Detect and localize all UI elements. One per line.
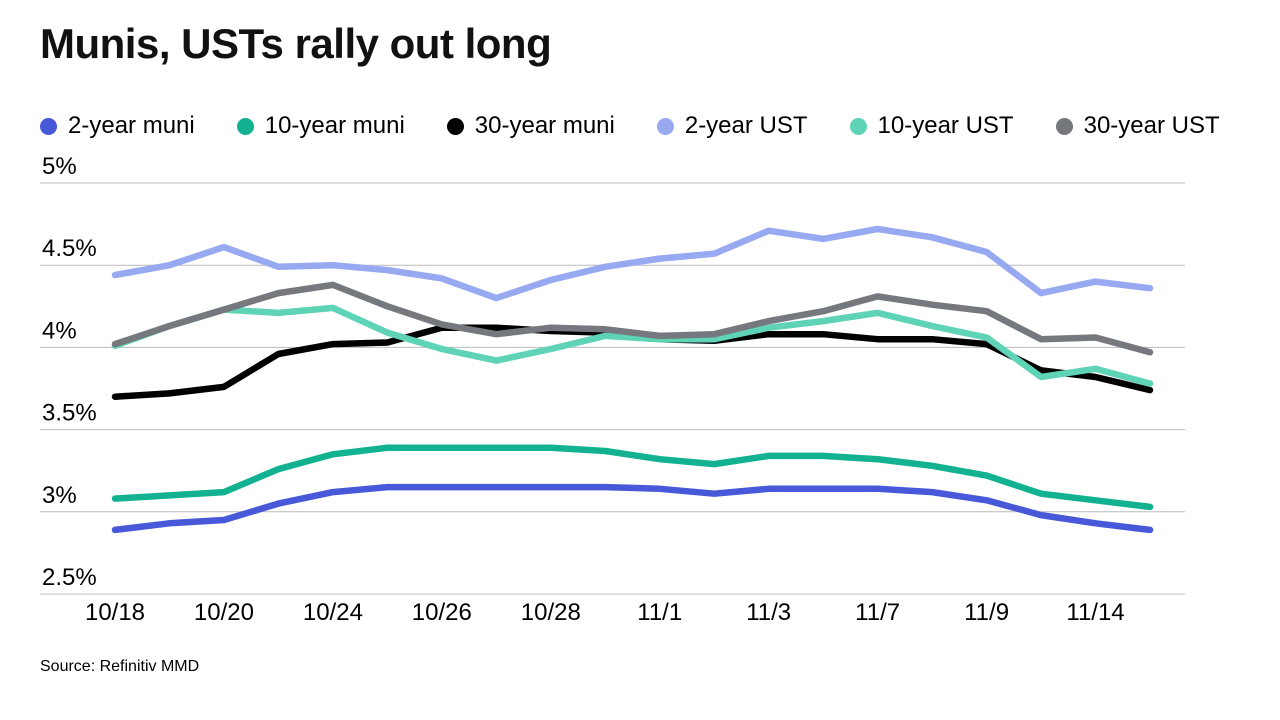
chart-title: Munis, USTs rally out long bbox=[40, 20, 552, 67]
legend-item-10-year-ust: 10-year UST bbox=[849, 112, 1014, 140]
x-axis-label-11-1: 11/1 bbox=[637, 599, 682, 626]
legend-dot-2-year-muni bbox=[40, 117, 57, 135]
x-axis-label-10-18: 10/18 bbox=[85, 599, 145, 626]
legend-item-30-year-muni: 30-year muni bbox=[446, 112, 615, 140]
source-label: Source: Refinitiv MMD bbox=[40, 658, 200, 675]
x-axis-label-10-28: 10/28 bbox=[521, 599, 581, 626]
legend-item-30-year-ust: 30-year UST bbox=[1055, 112, 1220, 140]
series-line-2-year-ust bbox=[111, 225, 1154, 302]
legend-label-2-year-ust: 2-year UST bbox=[684, 112, 808, 139]
legend-label-30-year-muni: 30-year muni bbox=[474, 112, 615, 139]
legend-label-10-year-ust: 10-year UST bbox=[877, 112, 1014, 139]
legend-dot-10-year-muni bbox=[236, 117, 254, 135]
y-axis-label-2-5pct: 2.5% bbox=[42, 564, 97, 591]
legend-label-10-year-muni: 10-year muni bbox=[264, 112, 405, 139]
legend-dot-30-year-muni bbox=[446, 117, 464, 135]
series-line-10-year-ust bbox=[111, 304, 1154, 387]
legend-dot-2-year-ust bbox=[656, 117, 674, 135]
legend-label-30-year-ust: 30-year UST bbox=[1083, 112, 1220, 139]
legend-item-2-year-ust: 2-year UST bbox=[656, 112, 808, 140]
x-axis-label-10-26: 10/26 bbox=[412, 599, 472, 626]
series-line-2-year-muni bbox=[111, 483, 1154, 534]
legend-dot-10-year-ust bbox=[849, 117, 867, 135]
y-axis-label-4pct: 4% bbox=[42, 317, 77, 344]
legend-item-2-year-muni: 2-year muni bbox=[40, 112, 195, 140]
x-axis-label-10-24: 10/24 bbox=[303, 599, 363, 626]
series-line-30-year-ust bbox=[111, 281, 1154, 356]
x-axis-label-11-9: 11/9 bbox=[964, 599, 1009, 626]
legend-label-2-year-muni: 2-year muni bbox=[68, 112, 195, 139]
series-line-10-year-muni bbox=[111, 444, 1154, 511]
x-axis-label-10-20: 10/20 bbox=[194, 599, 254, 626]
legend: 2-year muni 10-year muni 30-year muni 2-yea… bbox=[40, 112, 1220, 140]
x-axis-label-11-7: 11/7 bbox=[855, 599, 900, 626]
legend-dot-30-year-ust bbox=[1055, 117, 1073, 135]
y-axis-label-3pct: 3% bbox=[42, 482, 77, 509]
y-axis-label-5pct: 5% bbox=[42, 153, 77, 180]
line-chart: 5% 4.5% 4% 3.5% 3% 2.5% 10/18 10/20 10/24 10/26 10… bbox=[40, 153, 1185, 626]
x-axis-label-11-3: 11/3 bbox=[746, 599, 791, 626]
y-axis-label-4-5pct: 4.5% bbox=[42, 235, 97, 262]
legend-item-10-year-muni: 10-year muni bbox=[236, 112, 405, 140]
x-axis-label-11-14: 11/14 bbox=[1066, 599, 1124, 626]
y-axis-label-3-5pct: 3.5% bbox=[42, 400, 97, 427]
